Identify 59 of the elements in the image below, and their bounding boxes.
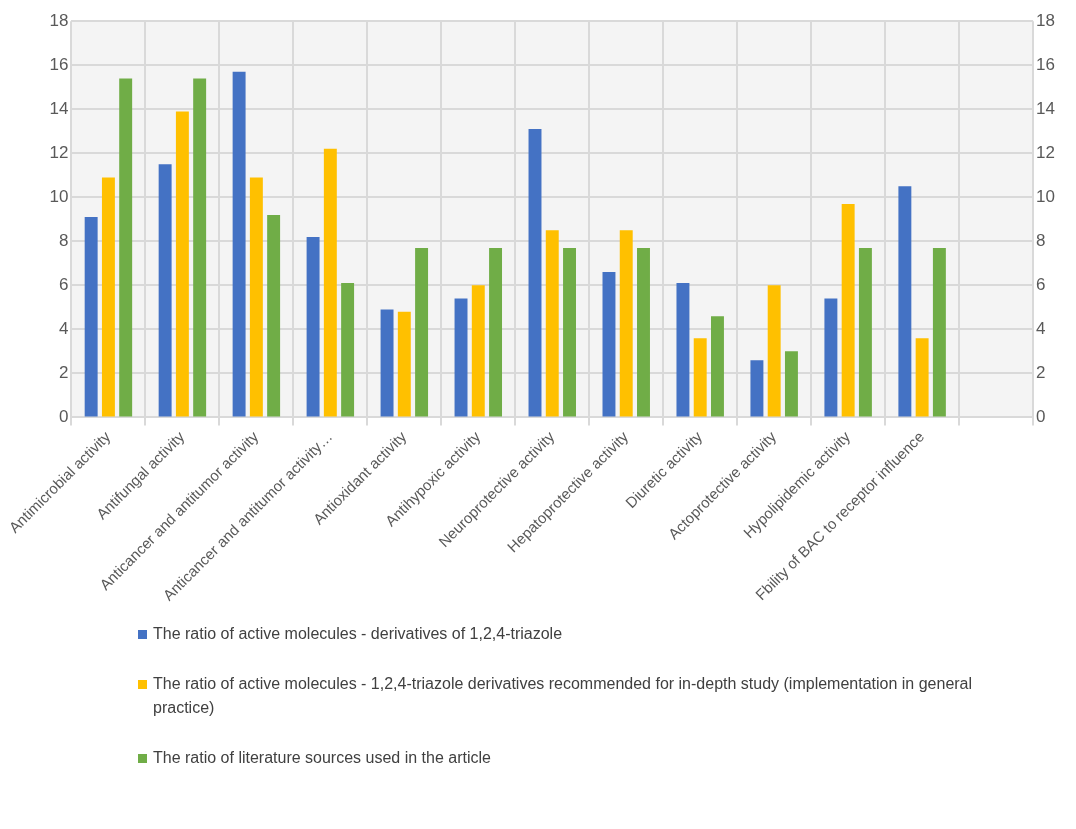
y2-tick-label: 16 [1036, 54, 1056, 74]
y-tick-label: 6 [58, 275, 69, 295]
y2-tick-label: 10 [1036, 186, 1056, 206]
bar [932, 247, 946, 417]
bar [693, 338, 707, 417]
bar [380, 309, 394, 417]
y-tick-label: 0 [58, 407, 69, 427]
y-tick-label: 16 [49, 54, 69, 74]
y-tick-label: 18 [49, 10, 69, 30]
y2-tick-label: 0 [1036, 407, 1046, 427]
y2-tick-label: 8 [1036, 230, 1046, 250]
bar [415, 247, 429, 417]
bar [193, 78, 207, 417]
y-tick-label: 10 [49, 186, 69, 206]
bar [619, 230, 633, 417]
bar [323, 148, 337, 417]
bar [397, 311, 411, 417]
bar [767, 285, 781, 417]
legend-label: The ratio of active molecules - 1,2,4-triazole derivatives recommended for in-depth study (implementation in general practice) [153, 674, 974, 718]
bar [784, 351, 798, 417]
bar [232, 71, 246, 417]
bar [915, 338, 929, 417]
bar [471, 285, 485, 417]
bar [175, 111, 189, 417]
bar [824, 298, 838, 417]
y2-tick-label: 6 [1036, 275, 1046, 295]
bar [602, 272, 616, 417]
bar [341, 283, 355, 417]
y2-tick-label: 12 [1036, 142, 1056, 162]
y-tick-label: 2 [58, 363, 69, 383]
y2-tick-label: 2 [1036, 363, 1046, 383]
legend-label: The ratio of literature sources used in the article [153, 748, 491, 768]
bar [249, 177, 263, 417]
y-tick-label: 8 [58, 230, 69, 250]
y2-tick-label: 14 [1036, 98, 1056, 118]
bar [101, 177, 115, 417]
bar [858, 247, 872, 417]
bar [711, 316, 724, 417]
bar [676, 283, 690, 417]
y-tick-label: 14 [49, 98, 69, 118]
bar [637, 247, 650, 417]
bar [750, 360, 764, 417]
bar [267, 214, 281, 417]
bar [489, 247, 503, 417]
bar [841, 203, 855, 417]
bar [84, 217, 98, 417]
bar [898, 186, 912, 417]
bar [528, 129, 542, 417]
y2-tick-label: 18 [1036, 10, 1056, 30]
bar [545, 230, 559, 417]
bar [454, 298, 468, 417]
bar [563, 247, 576, 417]
y-tick-label: 12 [49, 142, 69, 162]
legend-label: The ratio of active molecules - derivatives of 1,2,4-triazole [153, 624, 563, 644]
bar [158, 164, 172, 417]
y-tick-label: 4 [58, 319, 69, 339]
y2-tick-label: 4 [1036, 319, 1046, 339]
bar [306, 236, 320, 417]
bar [119, 78, 133, 417]
